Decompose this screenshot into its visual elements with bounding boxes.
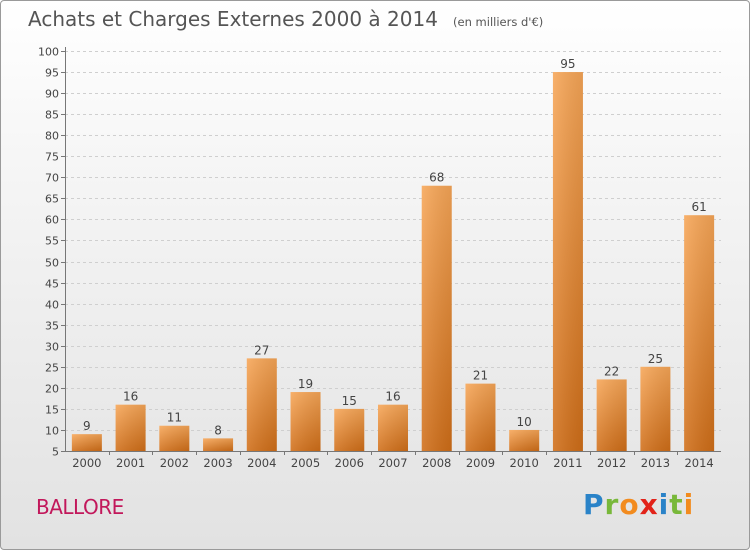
- x-tick-label: 2014: [684, 456, 713, 470]
- x-tick-label: 2003: [203, 456, 232, 470]
- bar-value-label: 19: [298, 377, 313, 391]
- bar-value-label: 61: [691, 200, 706, 214]
- y-tick-label: 80: [45, 130, 59, 143]
- y-tick-label: 20: [45, 383, 59, 396]
- bar-shade: [159, 425, 190, 451]
- bar-value-label: 22: [604, 364, 619, 378]
- bar-shade: [203, 438, 234, 451]
- bar-shade: [640, 366, 671, 451]
- x-axis: 2000 2001 2002 2003 2004 2005 2006 2007 2008 2009…: [65, 451, 721, 470]
- y-tick-label: 55: [45, 235, 59, 248]
- y-tick-label: 100: [38, 46, 59, 59]
- logo-letter: P: [583, 488, 605, 521]
- commune-name: BALLORE: [36, 495, 124, 519]
- y-tick-label: 70: [45, 172, 59, 185]
- x-tick-label: 2002: [160, 456, 189, 470]
- y-tick-label: 90: [45, 88, 59, 101]
- bar-shade: [552, 72, 583, 451]
- x-tick-label: 2012: [597, 456, 626, 470]
- proxiti-logo[interactable]: Proxiti: [583, 488, 694, 521]
- bar-value-label: 10: [517, 415, 532, 429]
- bars: 9 16 11 8 27 19 15 16 68 21 10 95 22 25 61: [71, 57, 715, 451]
- y-tick-label: 10: [45, 425, 59, 438]
- bar-value-label: 11: [167, 411, 182, 425]
- y-tick-label: 25: [45, 362, 59, 375]
- bar-value-label: 8: [214, 423, 222, 437]
- logo-letter: r: [604, 488, 620, 521]
- bar-shade: [596, 379, 627, 451]
- x-tick-label: 2009: [466, 456, 495, 470]
- y-axis: 5 10 15 20 25 30 35 40 45 50 55 60 65 70 75 80 85 90 95 100: [38, 46, 66, 459]
- bar-shade: [465, 383, 496, 451]
- y-tick-label: 15: [45, 404, 59, 417]
- bar-value-label: 21: [473, 369, 488, 383]
- x-tick-label: 2004: [247, 456, 276, 470]
- bar-shade: [115, 404, 146, 451]
- y-tick-label: 95: [45, 67, 59, 80]
- y-tick-label: 65: [45, 193, 59, 206]
- y-tick-label: 35: [45, 320, 59, 333]
- bar-shade: [246, 358, 277, 451]
- bar-value-label: 15: [342, 394, 357, 408]
- logo-letter: i: [683, 488, 695, 521]
- bar-value-label: 68: [429, 171, 444, 185]
- y-tick-label: 45: [45, 278, 59, 291]
- bar-shade: [71, 434, 102, 451]
- bar-value-label: 25: [648, 352, 663, 366]
- bar-value-label: 9: [83, 419, 91, 433]
- logo-letter: o: [619, 488, 640, 521]
- x-tick-label: 2010: [510, 456, 539, 470]
- y-tick-label: 5: [52, 446, 59, 459]
- bar-shade: [378, 404, 408, 451]
- title-line: Achats et Charges Externes 2000 à 2014 (…: [28, 7, 543, 31]
- y-tick-label: 30: [45, 341, 59, 354]
- y-tick-label: 60: [45, 214, 59, 227]
- logo-letter: x: [639, 488, 659, 521]
- y-tick-label: 75: [45, 151, 59, 164]
- x-tick-label: 2007: [378, 456, 407, 470]
- bar-value-label: 27: [254, 343, 269, 357]
- bar-value-label: 95: [560, 57, 575, 71]
- bar-shade: [290, 392, 321, 451]
- x-tick-label: 2005: [291, 456, 320, 470]
- chart-title: Achats et Charges Externes 2000 à 2014: [28, 7, 438, 31]
- y-tick-label: 40: [45, 299, 59, 312]
- y-tick-label: 85: [45, 109, 59, 122]
- x-tick-label: 2000: [72, 456, 101, 470]
- x-tick-label: 2008: [422, 456, 451, 470]
- bar-shade: [509, 429, 540, 451]
- bar-shade: [421, 185, 452, 451]
- x-tick-label: 2006: [335, 456, 364, 470]
- x-tick-label: 2001: [116, 456, 145, 470]
- x-tick-label: 2013: [641, 456, 670, 470]
- logo-letter: t: [669, 488, 684, 521]
- y-tick-label: 50: [45, 257, 59, 270]
- chart-unit: (en milliers d'€): [453, 15, 544, 29]
- bar-value-label: 16: [385, 390, 400, 404]
- bar-shade: [684, 215, 715, 451]
- logo-letter: i: [658, 488, 670, 521]
- bar-shade: [334, 408, 365, 451]
- x-tick-label: 2011: [553, 456, 582, 470]
- bar-value-label: 16: [123, 390, 138, 404]
